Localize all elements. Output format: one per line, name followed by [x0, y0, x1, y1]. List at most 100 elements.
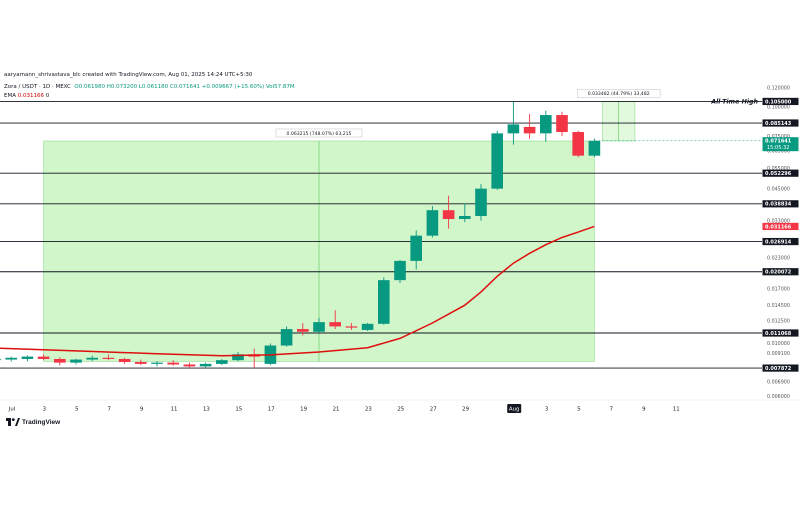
measure-label-box	[275, 128, 363, 138]
price-tag-label: 0.031166	[765, 224, 792, 230]
x-tick-label: 5	[577, 407, 580, 413]
tradingview-logo[interactable]: TradingView	[6, 418, 60, 426]
level-price-label: 0.038834	[765, 202, 792, 208]
y-tick-label: 0.055000	[767, 166, 790, 172]
chart-watermark: aaryamann_shrivastava_blc created with T…	[4, 72, 253, 78]
level-price-tag	[762, 268, 799, 276]
price-tag	[762, 222, 799, 231]
ema-line[interactable]	[0, 225, 595, 357]
tradingview-logo-icon	[6, 418, 20, 426]
x-tick-label: Aug	[509, 407, 520, 413]
measure-label-box	[577, 89, 661, 98]
candle-down[interactable]	[442, 210, 455, 220]
level-price-tag	[762, 200, 799, 208]
candle-up[interactable]	[199, 363, 212, 367]
candle-up[interactable]	[280, 329, 293, 346]
candle-up[interactable]	[459, 215, 471, 220]
x-tick-label: 21	[333, 407, 340, 413]
x-tick-label: 5	[75, 407, 78, 413]
level-price-label: 0.011068	[765, 331, 792, 337]
candle-down[interactable]	[118, 358, 131, 363]
x-tick-label: 9	[140, 407, 144, 413]
candle-up[interactable]	[86, 357, 98, 360]
candle-down[interactable]	[167, 362, 179, 365]
y-tick-label: 0.014500	[767, 303, 790, 309]
candle-down[interactable]	[183, 364, 196, 367]
x-tick-label: Jul	[8, 407, 16, 413]
candle-down[interactable]	[556, 115, 568, 133]
candle-up[interactable]	[21, 356, 34, 359]
candle-up[interactable]	[540, 115, 552, 134]
y-tick-label: 0.100000	[767, 104, 790, 110]
candle-up[interactable]	[410, 235, 422, 261]
level-price-tag	[762, 119, 799, 127]
x-tick-label: 13	[203, 407, 210, 413]
x-tick-label: 3	[43, 407, 46, 413]
x-tick-highlight	[507, 404, 522, 413]
candle-down[interactable]	[102, 357, 115, 359]
level-price-label: 0.007872	[765, 366, 792, 372]
x-tick-label: 27	[430, 407, 437, 413]
level-price-label: 0.105000	[765, 99, 792, 105]
ema-value: 0.031166	[17, 93, 44, 99]
candle-down[interactable]	[329, 322, 341, 327]
y-tick-label: 0.006000	[767, 394, 790, 400]
candle-up[interactable]	[151, 362, 163, 364]
x-tick-label: 3	[545, 407, 548, 413]
x-tick-label: 7	[610, 407, 613, 413]
candle-down[interactable]	[345, 326, 358, 328]
candle-up[interactable]	[5, 357, 18, 360]
x-tick-label: 9	[642, 407, 646, 413]
symbol-legend: Zora / USDT · 1D · MEXC O0.061980 H0.073…	[4, 84, 295, 90]
candle-up[interactable]	[70, 359, 82, 363]
price-tag	[762, 137, 799, 152]
candle-down[interactable]	[572, 132, 584, 156]
candle-up[interactable]	[0, 358, 1, 361]
candle-up[interactable]	[361, 323, 374, 330]
tradingview-logo-text: TradingView	[22, 418, 61, 426]
price-tag-countdown: 15:05:32	[767, 145, 789, 151]
level-price-tag	[762, 97, 799, 106]
ohlc-values: O0.061980 H0.073200 L0.061180 C0.071641 …	[74, 84, 295, 90]
candle-up[interactable]	[232, 354, 244, 361]
measure-label: 0.033482 (44.79%) 33,482	[588, 91, 650, 97]
ema-legend[interactable]: EMA 0.031166 0	[4, 93, 49, 99]
ema-extra: 0	[45, 93, 50, 99]
x-tick-label: 11	[673, 407, 680, 413]
x-tick-label: 19	[300, 407, 307, 413]
candle-down[interactable]	[523, 126, 536, 134]
candle-up[interactable]	[491, 133, 503, 189]
y-tick-label: 0.012500	[767, 318, 790, 324]
level-price-tag	[762, 169, 799, 177]
candle-up[interactable]	[313, 322, 325, 332]
candle-down[interactable]	[54, 358, 66, 363]
y-tick-label: 0.065000	[767, 149, 790, 155]
candle-down[interactable]	[37, 356, 50, 359]
y-tick-label: 0.009100	[767, 351, 790, 357]
candle-up[interactable]	[394, 260, 406, 281]
y-tick-label: 0.006900	[767, 379, 790, 385]
ath-annotation: All-Time High	[710, 98, 758, 105]
y-tick-label: 0.045000	[767, 186, 790, 192]
y-tick-label: 0.017000	[767, 287, 790, 293]
y-tick-label: 0.120000	[767, 86, 790, 92]
level-price-tag	[762, 237, 799, 246]
x-tick-label: 23	[365, 407, 372, 413]
candle-up[interactable]	[507, 124, 520, 134]
candle-up[interactable]	[475, 188, 487, 216]
candle-down[interactable]	[135, 362, 147, 364]
candle-up[interactable]	[216, 360, 228, 364]
symbol-title[interactable]: Zora / USDT · 1D · MEXC	[4, 84, 71, 90]
y-tick-label: 0.023000	[767, 256, 790, 262]
level-price-label: 0.026914	[765, 239, 792, 245]
x-tick-label: 17	[268, 407, 275, 413]
x-tick-label: 29	[462, 407, 469, 413]
candle-up[interactable]	[378, 280, 390, 324]
price-tag-label: 0.071641	[765, 139, 792, 145]
y-tick-label: 0.075000	[767, 134, 790, 140]
candle-up[interactable]	[426, 210, 439, 236]
candle-up[interactable]	[588, 140, 601, 156]
candle-down[interactable]	[297, 329, 309, 332]
